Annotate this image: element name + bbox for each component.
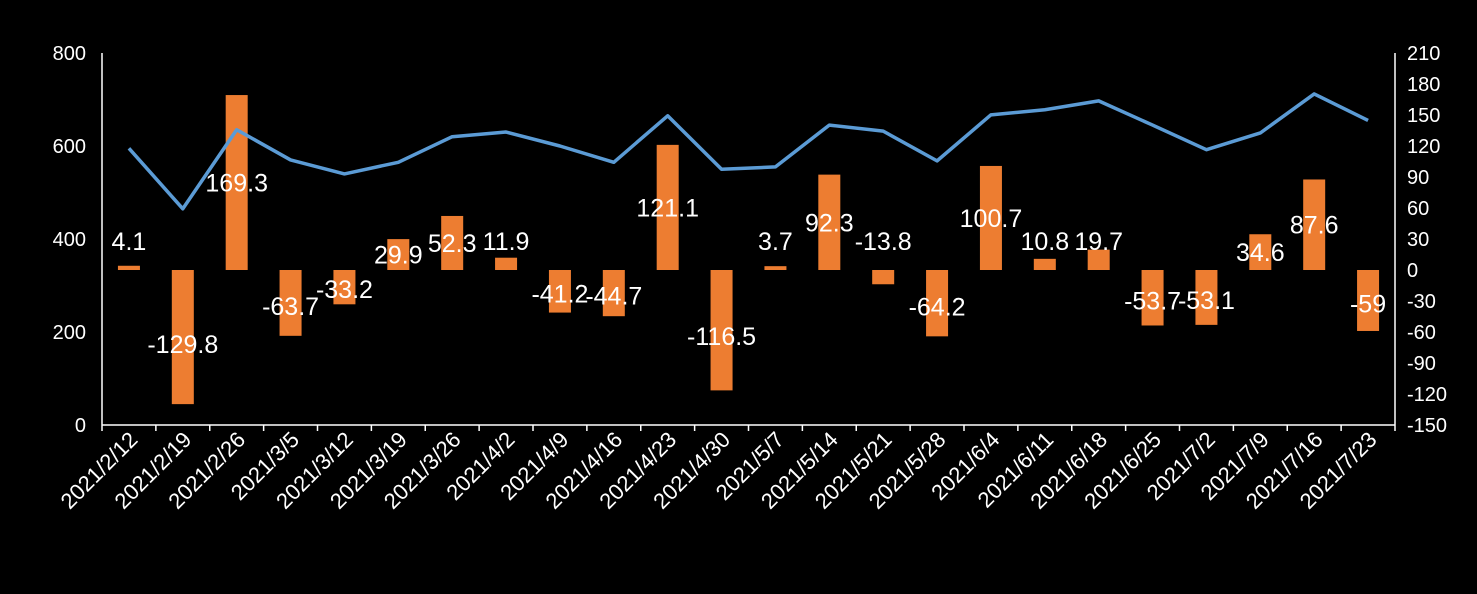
bar <box>1033 258 1056 270</box>
left-axis-tick-label: 400 <box>53 229 86 251</box>
bar <box>872 270 895 285</box>
bar-data-label: 3.7 <box>758 228 793 256</box>
bar-data-label: 121.1 <box>636 194 699 222</box>
bar-data-label: -13.8 <box>855 228 912 256</box>
bar-data-label: 34.6 <box>1236 239 1285 267</box>
right-axis-tick-label: 60 <box>1407 198 1429 220</box>
right-axis-ticks: -150 -120 -90 -60 -30 0 30 60 90 120 150 180 210 <box>1407 43 1447 437</box>
bar <box>1357 270 1380 331</box>
bar-data-label: 52.3 <box>428 230 477 258</box>
bar-data-label: -59 <box>1350 291 1386 319</box>
bar <box>548 270 571 313</box>
right-axis-tick-label: 210 <box>1407 43 1440 65</box>
bar-data-labels: 4.1 -129.8 169.3 -63.7-33.229.9 52.3 11.9-41.… <box>112 170 1387 359</box>
bar <box>171 270 194 405</box>
bar-data-label: 92.3 <box>805 209 854 237</box>
bar <box>656 144 679 270</box>
bar-data-label: 29.9 <box>374 242 423 270</box>
bar <box>818 174 841 270</box>
bar-data-label: 11.9 <box>483 228 530 256</box>
bar <box>333 270 356 305</box>
bar <box>441 215 464 270</box>
bar <box>279 270 302 336</box>
bar <box>602 270 625 317</box>
bar-data-label: -53.7 <box>1124 288 1181 316</box>
bar <box>1087 249 1110 270</box>
right-axis-tick-label: 120 <box>1407 136 1440 158</box>
left-axis-tick-label: 200 <box>53 322 86 344</box>
axes <box>101 53 1396 431</box>
bar <box>1141 270 1164 326</box>
right-axis-tick-label: 90 <box>1407 167 1429 189</box>
bar-data-label: 19.7 <box>1074 228 1123 256</box>
bar-data-label: -63.7 <box>262 293 319 321</box>
bar <box>1195 270 1218 325</box>
right-axis-tick-label: 0 <box>1407 260 1418 282</box>
right-axis-tick-label: 150 <box>1407 105 1440 127</box>
bar-data-label: 10.8 <box>1020 228 1069 256</box>
right-axis-tick-label: -90 <box>1407 353 1436 375</box>
bar-series <box>117 95 1380 405</box>
bar <box>387 239 410 270</box>
line-series <box>127 92 1369 211</box>
bar <box>495 257 518 270</box>
left-axis-tick-label: 0 <box>75 415 86 437</box>
left-axis-ticks: 0 200 400 600 800 <box>53 43 86 437</box>
right-axis-tick-label: -120 <box>1407 384 1447 406</box>
bar-data-label: 87.6 <box>1290 212 1339 240</box>
bar <box>117 265 140 270</box>
bar-data-label: -53.1 <box>1178 287 1235 315</box>
bar <box>979 165 1002 270</box>
bar-data-label: -129.8 <box>147 331 218 359</box>
right-axis-tick-label: 30 <box>1407 229 1429 251</box>
bar-data-label: 169.3 <box>205 170 268 198</box>
line-path <box>127 92 1369 211</box>
bar-data-label: -116.5 <box>687 323 756 351</box>
bar-data-label: -33.2 <box>316 276 373 304</box>
right-axis-tick-label: 180 <box>1407 74 1440 96</box>
bar-data-label: 100.7 <box>960 205 1023 233</box>
bar <box>926 270 949 337</box>
right-axis-tick-label: -150 <box>1407 415 1447 437</box>
bar-data-label: -44.7 <box>585 282 642 310</box>
right-axis-tick-label: -30 <box>1407 291 1436 313</box>
bar <box>710 270 733 391</box>
bar-data-label: -64.2 <box>909 293 966 321</box>
bar-data-label: 4.1 <box>112 228 147 256</box>
bar <box>764 266 787 270</box>
right-axis-tick-label: -60 <box>1407 322 1436 344</box>
bar <box>1249 234 1272 270</box>
left-axis-tick-label: 800 <box>53 43 86 65</box>
bar-data-label: -41.2 <box>531 280 588 308</box>
bar <box>1303 179 1326 270</box>
left-axis-tick-label: 600 <box>53 136 86 158</box>
